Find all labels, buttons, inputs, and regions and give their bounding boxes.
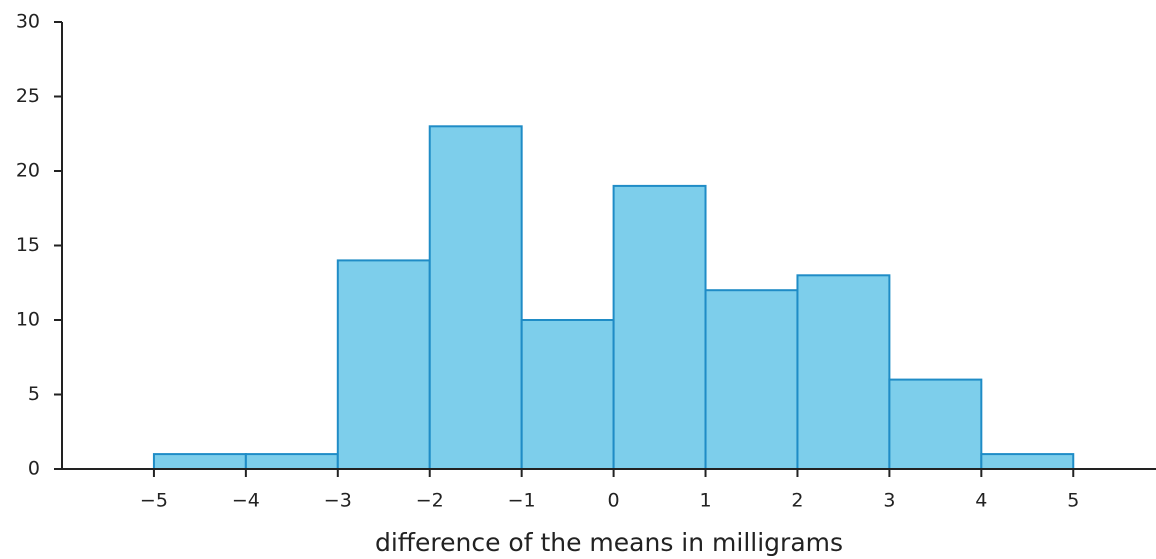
x-tick-label: −5	[140, 490, 168, 512]
x-tick-label: −3	[324, 490, 352, 512]
bar	[612, 184, 707, 470]
bar	[980, 453, 1075, 471]
bar	[796, 274, 891, 470]
bar	[336, 259, 431, 470]
x-tick-label: −2	[416, 490, 444, 512]
bar	[152, 453, 247, 471]
bar	[888, 378, 983, 471]
x-tick-label: −1	[508, 490, 536, 512]
y-tick-label: 10	[16, 309, 40, 331]
x-tick-label: 2	[791, 490, 803, 512]
bar	[244, 453, 339, 471]
x-tick-label: 0	[608, 490, 620, 512]
y-tick-label: 15	[16, 234, 40, 256]
y-tick-label: 25	[16, 85, 40, 107]
bar	[428, 125, 523, 471]
x-tick-label: 1	[699, 490, 711, 512]
bar	[704, 289, 799, 471]
bar	[520, 319, 615, 470]
x-tick-label: −4	[232, 490, 260, 512]
y-tick-label: 30	[16, 11, 40, 33]
x-axis-label: difference of the means in milligrams	[375, 528, 843, 557]
y-tick-label: 0	[28, 458, 40, 480]
y-tick-label: 20	[16, 160, 40, 182]
x-tick-label: 3	[883, 490, 895, 512]
x-tick-label: 5	[1067, 490, 1079, 512]
y-tick-label: 5	[28, 383, 40, 405]
x-tick-label: 4	[975, 490, 987, 512]
